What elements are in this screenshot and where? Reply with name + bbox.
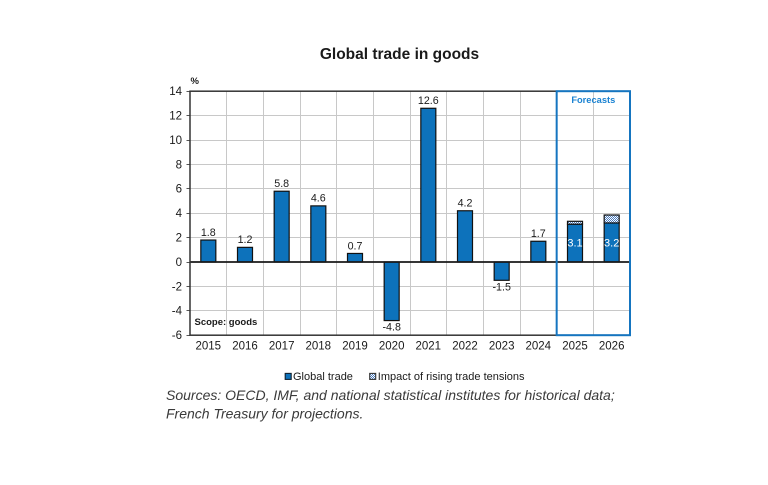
svg-text:4.6: 4.6 bbox=[311, 193, 326, 205]
svg-text:French Treasury for projection: French Treasury for projections. bbox=[166, 405, 363, 421]
svg-text:1.7: 1.7 bbox=[531, 228, 546, 240]
svg-text:2021: 2021 bbox=[416, 341, 442, 353]
svg-text:1.8: 1.8 bbox=[201, 227, 216, 239]
svg-text:-4.8: -4.8 bbox=[382, 322, 400, 334]
svg-text:2017: 2017 bbox=[269, 341, 295, 353]
svg-text:6: 6 bbox=[176, 184, 182, 196]
svg-text:Impact of rising trade tension: Impact of rising trade tensions bbox=[378, 371, 525, 383]
svg-text:-6: -6 bbox=[172, 330, 182, 342]
svg-text:0: 0 bbox=[176, 257, 182, 269]
svg-text:2018: 2018 bbox=[306, 341, 332, 353]
svg-text:4: 4 bbox=[176, 208, 183, 220]
svg-text:2024: 2024 bbox=[526, 341, 552, 353]
svg-text:3.1: 3.1 bbox=[567, 237, 582, 249]
svg-text:Global trade: Global trade bbox=[293, 371, 353, 383]
svg-text:8: 8 bbox=[176, 159, 182, 171]
svg-text:3.2: 3.2 bbox=[604, 237, 619, 249]
svg-text:2: 2 bbox=[176, 233, 182, 245]
svg-text:%: % bbox=[191, 76, 200, 87]
svg-text:2016: 2016 bbox=[232, 341, 258, 353]
svg-text:2020: 2020 bbox=[379, 341, 405, 353]
svg-text:-4: -4 bbox=[172, 306, 183, 318]
svg-text:0.7: 0.7 bbox=[348, 240, 363, 252]
svg-text:Global trade in goods: Global trade in goods bbox=[320, 46, 479, 63]
svg-text:Forecasts: Forecasts bbox=[571, 95, 615, 105]
svg-text:12: 12 bbox=[169, 111, 182, 123]
svg-text:2022: 2022 bbox=[452, 341, 478, 353]
svg-text:5.8: 5.8 bbox=[274, 178, 289, 190]
svg-text:10: 10 bbox=[169, 135, 182, 147]
svg-text:-1.5: -1.5 bbox=[492, 281, 510, 293]
svg-text:2019: 2019 bbox=[342, 341, 368, 353]
svg-text:1.2: 1.2 bbox=[238, 234, 253, 246]
svg-text:2026: 2026 bbox=[599, 341, 625, 353]
svg-text:Scope: goods: Scope: goods bbox=[195, 317, 258, 328]
svg-text:14: 14 bbox=[169, 86, 182, 98]
svg-text:-2: -2 bbox=[172, 281, 182, 293]
svg-text:2025: 2025 bbox=[562, 341, 588, 353]
svg-text:4.2: 4.2 bbox=[458, 198, 473, 210]
svg-text:2023: 2023 bbox=[489, 341, 515, 353]
svg-text:2015: 2015 bbox=[196, 341, 222, 353]
svg-text:Sources: OECD, IMF, and nation: Sources: OECD, IMF, and national statist… bbox=[166, 387, 615, 403]
svg-text:12.6: 12.6 bbox=[418, 95, 439, 107]
